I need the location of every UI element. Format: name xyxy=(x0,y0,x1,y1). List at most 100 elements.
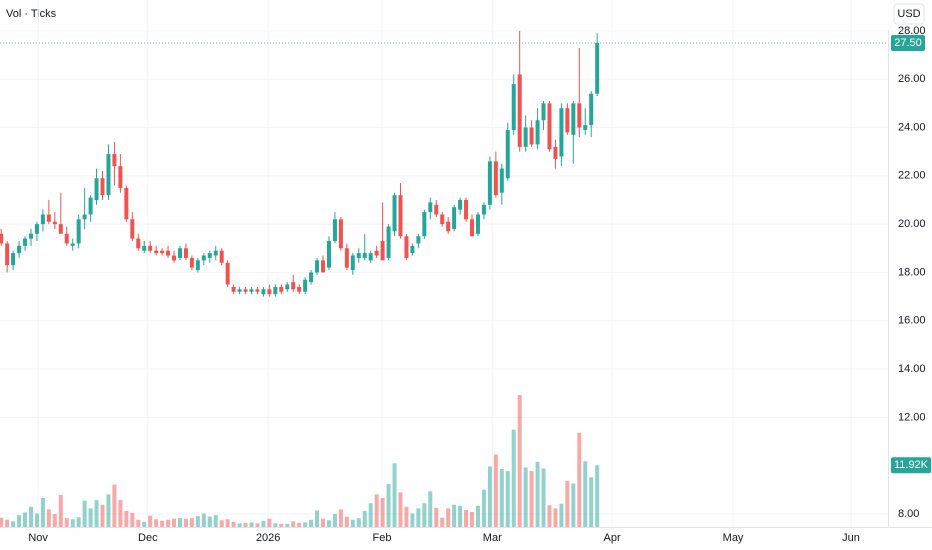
candle-body xyxy=(356,253,361,258)
candle-body xyxy=(88,197,93,215)
candle-body xyxy=(505,129,510,179)
volume-bar xyxy=(297,522,302,527)
candle-body xyxy=(446,221,451,232)
volume-bar xyxy=(547,505,552,527)
volume-bar xyxy=(470,511,475,527)
candle-body xyxy=(487,161,492,205)
candle-body xyxy=(237,289,242,292)
candle-body xyxy=(332,219,337,242)
volume-bar xyxy=(172,518,177,527)
candle-body xyxy=(46,214,51,222)
volume-bar xyxy=(380,498,385,527)
candle-body xyxy=(279,286,284,292)
volume-bar xyxy=(541,468,546,527)
candle-body xyxy=(34,224,39,234)
x-tick-label: Feb xyxy=(373,532,392,544)
y-tick-label: 16.00 xyxy=(898,315,926,327)
volume-bar xyxy=(82,500,87,527)
candle-body xyxy=(344,248,349,268)
volume-bar xyxy=(76,517,81,527)
volume-bar xyxy=(374,494,379,527)
volume-bar xyxy=(434,507,439,527)
volume-bar xyxy=(219,520,224,527)
candle-body xyxy=(136,238,141,249)
volume-bar xyxy=(28,506,33,527)
candle-body xyxy=(124,187,129,220)
candle-body xyxy=(148,245,153,251)
volume-bar xyxy=(344,516,349,527)
volume-bar xyxy=(46,509,51,527)
volume-bar xyxy=(410,513,415,527)
volume-bar xyxy=(0,517,4,527)
y-tick-label: 22.00 xyxy=(898,170,926,182)
candle-body xyxy=(118,166,123,188)
indicator-label: Vol · Ticks xyxy=(6,8,57,20)
volume-bar xyxy=(279,523,284,527)
candle-body xyxy=(452,207,457,229)
volume-bar xyxy=(213,515,218,527)
volume-bar xyxy=(452,504,457,527)
price-tag xyxy=(891,34,925,51)
volume-bar xyxy=(362,510,367,527)
volume-bar xyxy=(124,510,129,527)
volume-bar xyxy=(404,506,409,527)
candle-body xyxy=(249,289,254,292)
x-tick-label: Jun xyxy=(842,532,860,544)
candle-body xyxy=(398,195,403,237)
y-tick-label: 14.00 xyxy=(898,363,926,375)
candle-body xyxy=(219,250,224,263)
candle-body xyxy=(255,289,260,292)
currency-button[interactable] xyxy=(893,3,925,25)
x-tick-label: Apr xyxy=(604,532,621,544)
candle-body xyxy=(225,262,230,285)
y-tick-label: 18.00 xyxy=(898,266,926,278)
volume-bar xyxy=(160,520,165,527)
candle-body xyxy=(416,236,421,244)
candle-body xyxy=(547,103,552,150)
volume-bar xyxy=(112,484,117,527)
candle-body xyxy=(243,289,248,292)
candle-body xyxy=(511,84,516,130)
price-tag-label: 27.50 xyxy=(894,37,922,49)
candle-body xyxy=(94,178,99,200)
candle-body xyxy=(440,214,445,225)
volume-bar xyxy=(583,461,588,527)
candle-body xyxy=(177,248,182,258)
candle-body xyxy=(195,260,200,271)
candle-body xyxy=(58,224,63,234)
volume-bar xyxy=(195,516,200,527)
volume-bar xyxy=(332,514,337,527)
candle-body xyxy=(499,168,504,193)
volume-bar xyxy=(64,518,69,527)
candle-body xyxy=(160,250,165,254)
volume-bar xyxy=(231,521,236,527)
volume-bar xyxy=(326,520,331,527)
volume-bar xyxy=(368,503,373,527)
currency-label[interactable]: USD xyxy=(897,8,920,20)
candle-body xyxy=(40,214,45,225)
candle-body xyxy=(535,120,540,145)
volume-bar xyxy=(315,510,320,527)
volume-bar xyxy=(589,477,594,527)
volume-bar xyxy=(136,519,141,527)
volume-bar xyxy=(517,395,522,527)
volume-bar xyxy=(475,505,480,527)
candle-body xyxy=(231,286,236,292)
candle-body xyxy=(106,154,111,196)
volume-bar xyxy=(273,523,278,527)
candle-body xyxy=(553,146,558,159)
candle-body xyxy=(0,233,4,244)
volume-bar xyxy=(70,519,75,527)
volume-bar xyxy=(535,461,540,527)
volume-bar xyxy=(356,518,361,527)
candle-body xyxy=(5,243,10,266)
volume-bar xyxy=(243,522,248,527)
candle-body xyxy=(213,250,218,256)
volume-bar xyxy=(565,480,570,527)
candle-body xyxy=(326,241,331,268)
volume-bar xyxy=(577,432,582,527)
candle-body xyxy=(130,219,135,239)
candle-body xyxy=(291,282,296,290)
volume-bar xyxy=(428,491,433,527)
candle-body xyxy=(559,108,564,157)
